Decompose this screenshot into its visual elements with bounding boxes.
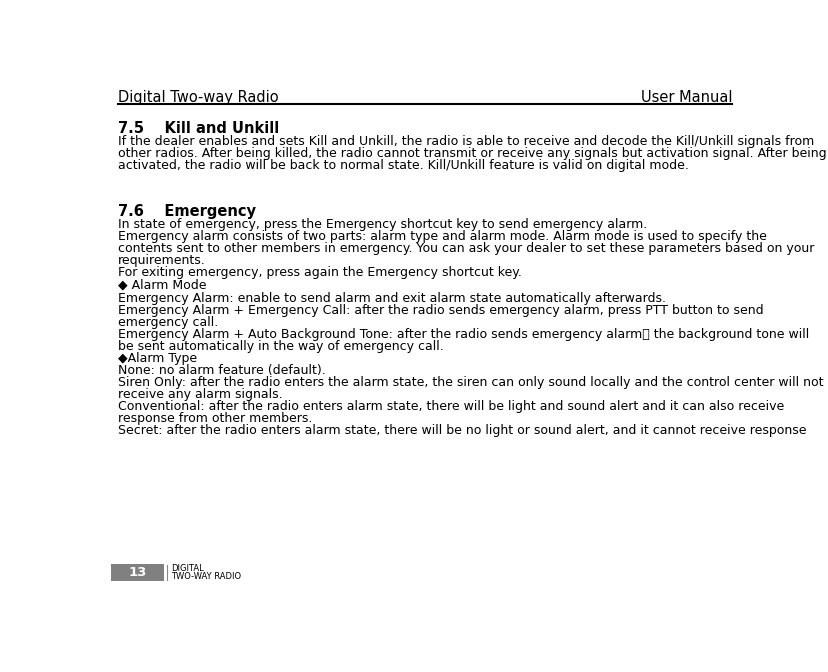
- Text: Emergency Alarm + Emergency Call: after the radio sends emergency alarm, press P: Emergency Alarm + Emergency Call: after …: [118, 304, 763, 317]
- Text: ◆ Alarm Mode: ◆ Alarm Mode: [118, 278, 206, 291]
- Text: other radios. After being killed, the radio cannot transmit or receive any signa: other radios. After being killed, the ra…: [118, 147, 826, 160]
- Text: response from other members.: response from other members.: [118, 412, 311, 425]
- Text: Siren Only: after the radio enters the alarm state, the siren can only sound loc: Siren Only: after the radio enters the a…: [118, 376, 822, 389]
- Text: TWO-WAY RADIO: TWO-WAY RADIO: [171, 572, 241, 581]
- Text: Digital Two-way Radio: Digital Two-way Radio: [118, 90, 278, 105]
- Text: Secret: after the radio enters alarm state, there will be no light or sound aler: Secret: after the radio enters alarm sta…: [118, 423, 805, 437]
- Text: contents sent to other members in emergency. You can ask your dealer to set thes: contents sent to other members in emerge…: [118, 243, 813, 255]
- Text: emergency call.: emergency call.: [118, 317, 218, 329]
- Text: 13: 13: [128, 566, 147, 579]
- Text: User Manual: User Manual: [640, 90, 731, 105]
- Text: 7.5    Kill and Unkill: 7.5 Kill and Unkill: [118, 122, 278, 136]
- Text: requirements.: requirements.: [118, 254, 205, 267]
- Text: For exiting emergency, press again the Emergency shortcut key.: For exiting emergency, press again the E…: [118, 266, 521, 279]
- Text: DIGITAL: DIGITAL: [171, 564, 204, 573]
- Text: If the dealer enables and sets Kill and Unkill, the radio is able to receive and: If the dealer enables and sets Kill and …: [118, 135, 813, 149]
- Text: receive any alarm signals.: receive any alarm signals.: [118, 388, 282, 401]
- Text: Conventional: after the radio enters alarm state, there will be light and sound : Conventional: after the radio enters ala…: [118, 400, 783, 413]
- Text: 7.6    Emergency: 7.6 Emergency: [118, 204, 255, 219]
- FancyBboxPatch shape: [111, 564, 164, 581]
- Text: None: no alarm feature (default).: None: no alarm feature (default).: [118, 364, 325, 377]
- Text: activated, the radio will be back to normal state. Kill/Unkill feature is valid : activated, the radio will be back to nor…: [118, 159, 687, 172]
- Text: Emergency alarm consists of two parts: alarm type and alarm mode. Alarm mode is : Emergency alarm consists of two parts: a…: [118, 230, 766, 243]
- Text: be sent automatically in the way of emergency call.: be sent automatically in the way of emer…: [118, 340, 443, 353]
- Text: In state of emergency, press the Emergency shortcut key to send emergency alarm.: In state of emergency, press the Emergen…: [118, 218, 646, 231]
- Text: Emergency Alarm: enable to send alarm and exit alarm state automatically afterwa: Emergency Alarm: enable to send alarm an…: [118, 292, 665, 305]
- Text: Emergency Alarm + Auto Background Tone: after the radio sends emergency alarm， t: Emergency Alarm + Auto Background Tone: …: [118, 328, 808, 341]
- Text: ◆Alarm Type: ◆Alarm Type: [118, 352, 196, 365]
